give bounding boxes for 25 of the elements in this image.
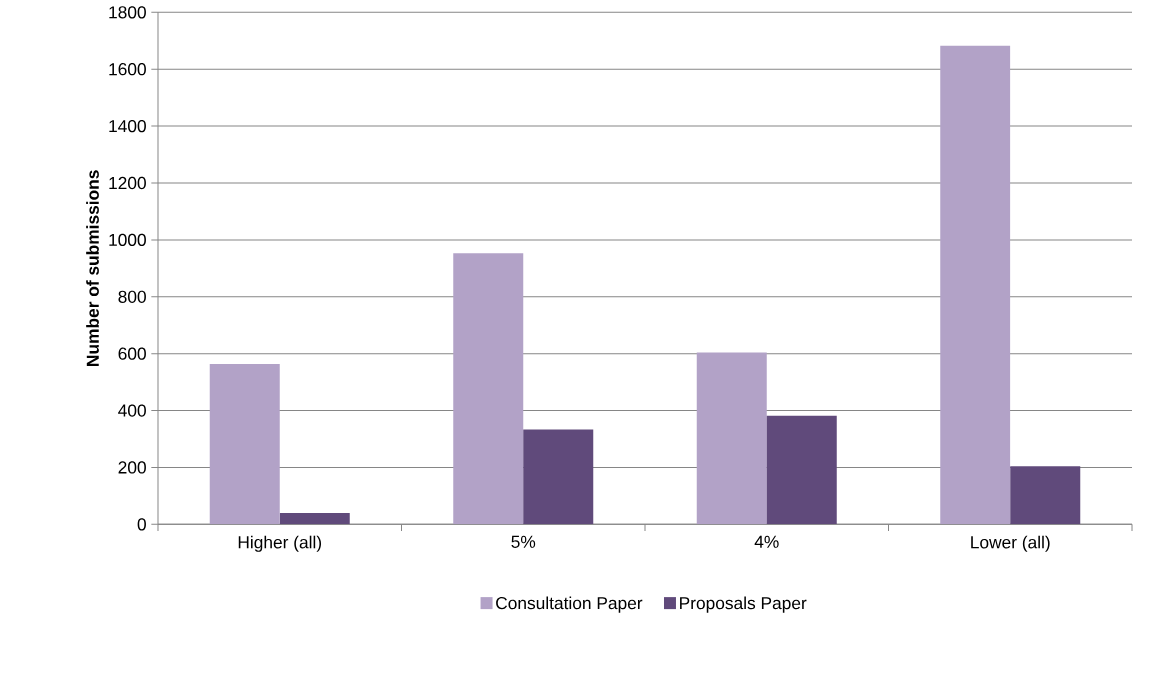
y-tick-label: 800 — [118, 290, 146, 303]
bar — [1010, 466, 1081, 525]
y-tick-label: 1400 — [109, 119, 146, 133]
y-tick-label: 1600 — [109, 63, 146, 76]
x-tick-label: Lower (all) — [971, 535, 1050, 552]
bar — [696, 352, 767, 525]
bar — [940, 45, 1011, 525]
legend-label: Proposals Paper — [680, 596, 807, 613]
bar — [279, 512, 350, 525]
y-tick-label: 400 — [118, 404, 146, 417]
y-tick-label: 1200 — [109, 176, 146, 190]
y-tick-label: 0 — [137, 518, 146, 531]
bar — [453, 253, 524, 525]
x-tick-label: 5% — [511, 535, 536, 548]
bar — [766, 415, 837, 525]
y-tick-label: 600 — [118, 347, 146, 360]
x-tick-label: 4% — [754, 535, 779, 548]
y-tick-label: 200 — [118, 461, 146, 474]
y-tick-label: 1800 — [109, 6, 146, 19]
bar — [209, 363, 280, 525]
legend-label: Consultation Paper — [496, 596, 643, 613]
x-tick-label: Higher (all) — [238, 535, 322, 552]
y-axis-title: Number of submissions — [86, 170, 99, 366]
y-tick-label: 1000 — [109, 233, 146, 247]
bar — [523, 429, 594, 525]
